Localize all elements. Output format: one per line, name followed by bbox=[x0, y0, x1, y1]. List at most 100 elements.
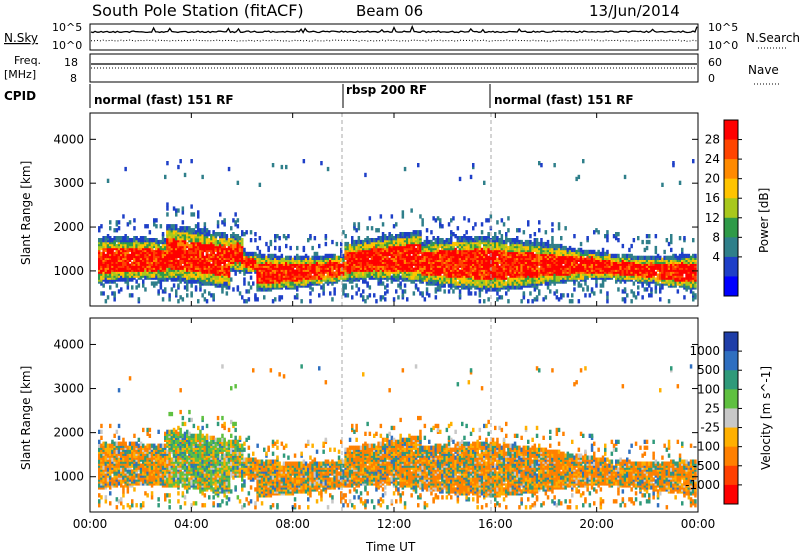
heatmap-cell bbox=[247, 257, 251, 262]
heatmap-cell bbox=[153, 222, 156, 227]
heatmap-cell bbox=[606, 238, 609, 243]
heatmap-cell bbox=[507, 245, 510, 251]
heatmap-cell bbox=[201, 293, 204, 298]
heatmap-cell bbox=[472, 243, 475, 249]
heatmap-cell bbox=[505, 247, 508, 253]
heatmap-cell bbox=[214, 279, 218, 284]
heatmap-cell bbox=[276, 255, 279, 260]
heatmap-cell bbox=[183, 226, 187, 231]
heatmap-cell bbox=[575, 255, 578, 260]
heatmap-cell bbox=[285, 273, 288, 278]
heatmap-cell bbox=[271, 299, 275, 304]
heatmap-cell bbox=[417, 239, 420, 245]
heatmap-cell bbox=[170, 263, 174, 268]
heatmap-cell bbox=[412, 230, 416, 235]
heatmap-cell bbox=[142, 283, 145, 288]
heatmap-cell bbox=[278, 245, 281, 251]
heatmap-cell bbox=[274, 245, 277, 251]
heatmap-cell bbox=[122, 236, 125, 241]
heatmap-cell bbox=[168, 297, 171, 302]
heatmap-cell bbox=[577, 299, 581, 304]
heatmap-cell bbox=[172, 224, 176, 229]
heatmap-cell bbox=[395, 261, 398, 266]
heatmap-cell bbox=[254, 232, 257, 237]
heatmap-cell bbox=[564, 245, 567, 251]
heatmap-cell bbox=[617, 273, 620, 278]
heatmap-cell bbox=[265, 255, 268, 260]
heatmap-cell bbox=[582, 249, 585, 255]
heatmap-cell bbox=[621, 289, 625, 294]
heatmap-cell bbox=[342, 230, 345, 235]
heatmap-cell bbox=[522, 251, 526, 257]
noise-search-trace bbox=[91, 39, 697, 42]
heatmap-cell bbox=[564, 259, 567, 264]
heatmap-cell bbox=[197, 226, 200, 231]
heatmap-cell bbox=[615, 232, 618, 237]
heatmap-cell bbox=[538, 241, 541, 247]
heatmap-cell bbox=[298, 259, 301, 264]
heatmap-cell bbox=[507, 238, 510, 243]
heatmap-cell bbox=[566, 259, 570, 264]
heatmap-cell bbox=[166, 206, 169, 211]
heatmap-cell bbox=[351, 267, 354, 272]
heatmap-cell bbox=[223, 281, 226, 286]
heatmap-cell bbox=[546, 243, 550, 249]
noise-right-tick-high: 10^5 bbox=[708, 21, 738, 34]
heatmap-cell bbox=[522, 230, 526, 235]
heatmap-cell bbox=[401, 293, 405, 298]
heatmap-cell bbox=[342, 283, 345, 288]
heatmap-cell bbox=[474, 247, 477, 253]
heatmap-cell bbox=[225, 247, 229, 253]
power-heatmap bbox=[98, 159, 697, 304]
heatmap-cell bbox=[346, 241, 350, 247]
heatmap-cell bbox=[364, 241, 367, 247]
heatmap-cell bbox=[104, 243, 108, 249]
heatmap-cell bbox=[186, 287, 189, 292]
heatmap-cell bbox=[104, 261, 108, 266]
heatmap-cell bbox=[483, 273, 486, 278]
heatmap-cell bbox=[236, 180, 240, 185]
heatmap-cell bbox=[483, 261, 486, 266]
heatmap-cell bbox=[164, 238, 167, 243]
heatmap-cell bbox=[359, 261, 363, 266]
heatmap-cell bbox=[183, 257, 187, 262]
heatmap-cell bbox=[381, 295, 385, 300]
heatmap-cell bbox=[344, 271, 347, 276]
heatmap-cell bbox=[353, 265, 356, 270]
heatmap-cell bbox=[245, 269, 248, 274]
noise-panel-frame bbox=[89, 23, 699, 51]
heatmap-cell bbox=[256, 253, 259, 259]
heatmap-cell bbox=[161, 297, 165, 302]
heatmap-cell bbox=[483, 269, 486, 274]
heatmap-cell bbox=[414, 247, 418, 253]
heatmap-cell bbox=[322, 287, 325, 292]
heatmap-cell bbox=[243, 281, 246, 286]
heatmap-cell bbox=[221, 265, 224, 270]
heatmap-cell bbox=[417, 265, 420, 270]
heatmap-cell bbox=[139, 236, 143, 241]
heatmap-cell bbox=[181, 259, 185, 264]
heatmap-cell bbox=[298, 255, 301, 260]
heatmap-cell bbox=[117, 289, 121, 294]
heatmap-cell bbox=[210, 234, 213, 239]
heatmap-cell bbox=[623, 253, 627, 259]
heatmap-cell bbox=[249, 285, 253, 290]
heatmap-cell bbox=[252, 251, 255, 257]
heatmap-cell bbox=[458, 293, 462, 298]
heatmap-cell bbox=[436, 261, 440, 266]
heatmap-cell bbox=[496, 236, 499, 241]
heatmap-cell bbox=[577, 174, 581, 180]
heatmap-cell bbox=[280, 295, 284, 300]
heatmap-cell bbox=[439, 238, 442, 243]
heatmap-cell bbox=[137, 238, 141, 243]
heatmap-cell bbox=[181, 297, 185, 302]
heatmap-cell bbox=[414, 283, 418, 288]
heatmap-cell bbox=[280, 164, 284, 170]
heatmap-cell bbox=[155, 218, 158, 223]
heatmap-cell bbox=[210, 249, 213, 255]
heatmap-cell bbox=[159, 239, 163, 245]
heatmap-cell bbox=[395, 234, 398, 239]
heatmap-cell bbox=[401, 214, 405, 219]
heatmap-cell bbox=[447, 238, 451, 243]
heatmap-cell bbox=[205, 228, 209, 233]
